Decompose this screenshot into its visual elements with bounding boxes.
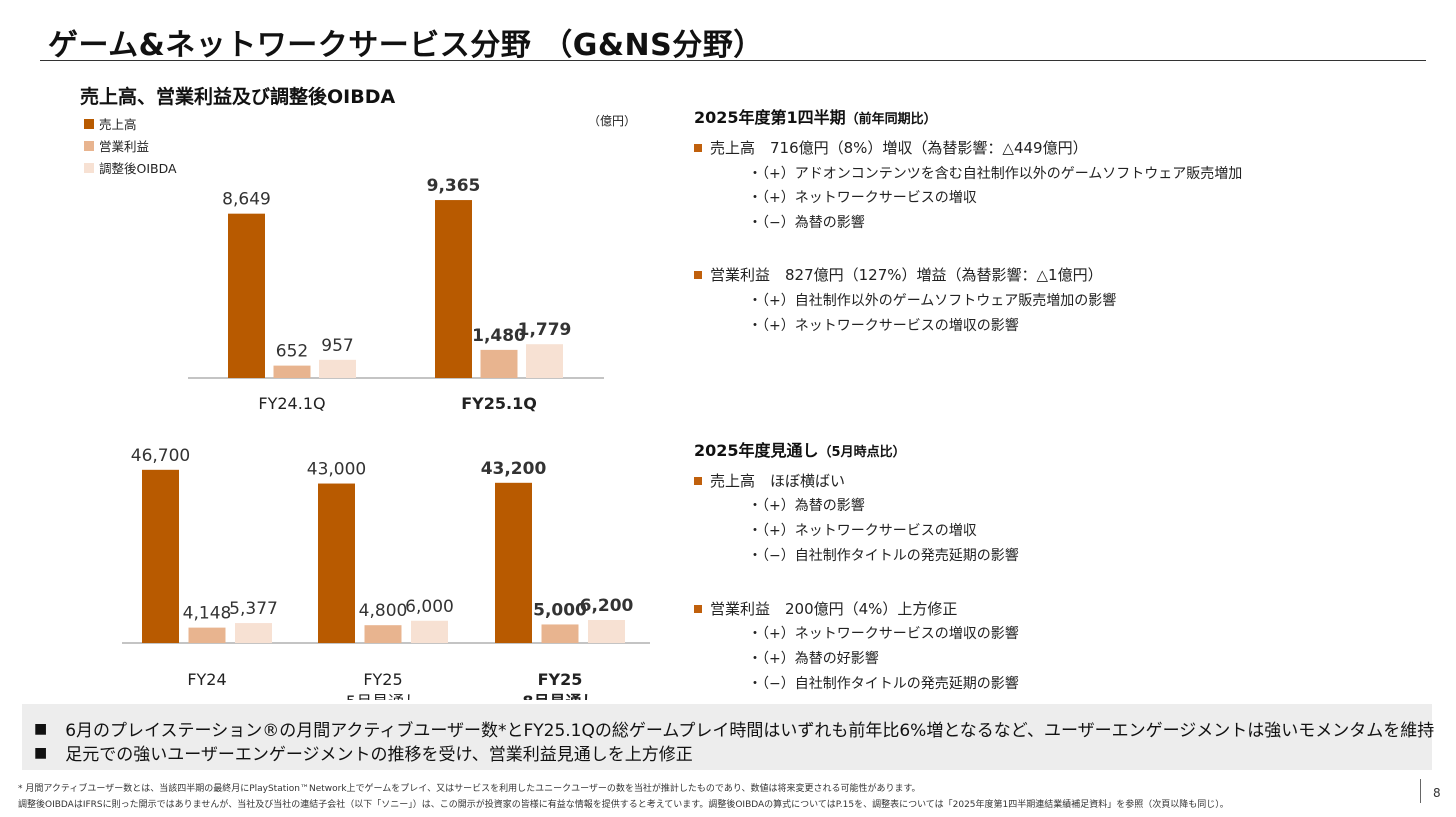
bar-sales	[228, 213, 265, 378]
q1-sales-item: ・（−）為替の影響	[748, 215, 865, 231]
page-title: ゲーム&ネットワークサービス分野 （G&NS分野）	[48, 28, 764, 63]
bar-sales	[435, 200, 472, 378]
bar-sales	[318, 483, 355, 643]
fy-sales-headline-text: 売上高 ほぼ横ばい	[710, 472, 846, 490]
bar-oibda	[588, 620, 625, 643]
fy-sales-item: ・（+）ネットワークサービスの増収	[748, 523, 977, 539]
q1-op-item: ・（+）自社制作以外のゲームソフトウェア販売増加の影響	[748, 293, 1117, 309]
q1-sales-headline: 売上高 716億円（8%）増収（為替影響：△449億円）	[694, 137, 1088, 158]
data-label: 1,480	[472, 326, 526, 346]
summary-text: 足元での強いユーザーエンゲージメントの推移を受け、営業利益見通しを上方修正	[65, 745, 693, 765]
q1-op-headline: 営業利益 827億円（127%）増益（為替影響：△1億円）	[694, 264, 1103, 285]
bar-op-income	[541, 624, 579, 643]
q1-title: 2025年度第1四半期	[694, 108, 846, 127]
bar-op-income	[188, 627, 226, 643]
legend-label-op-income: 営業利益	[99, 139, 150, 154]
bar-oibda	[411, 620, 448, 643]
page-number: 8	[1433, 786, 1441, 800]
legend-item-sales: 売上高	[84, 114, 137, 133]
legend-item-op-income: 営業利益	[84, 136, 149, 155]
legend-label-sales: 売上高	[99, 117, 137, 132]
footnote: * 月間アクティブユーザー数とは、当該四半期の最終月にPlayStation™N…	[18, 784, 921, 794]
fy-section-title: 2025年度見通し（5月時点比）	[694, 437, 906, 461]
category-label: FY25.1Q	[461, 394, 537, 413]
q1-op-item: ・（+）ネットワークサービスの増収の影響	[748, 318, 1019, 334]
bar-oibda	[526, 344, 563, 378]
data-label: 43,000	[307, 460, 366, 480]
category-label: FY25	[538, 670, 583, 689]
bullet-square-icon	[694, 270, 702, 279]
q1-sales-headline-text: 売上高 716億円（8%）増収（為替影響：△449億円）	[710, 139, 1088, 157]
bar-op-income	[273, 365, 311, 378]
fy-title-note: （5月時点比）	[818, 445, 906, 460]
data-label: 652	[276, 342, 308, 362]
legend-swatch-sales	[84, 118, 94, 129]
data-label: 4,800	[359, 601, 408, 621]
data-label: 6,000	[405, 597, 454, 617]
fy-op-headline-text: 営業利益 200億円（4%）上方修正	[710, 600, 958, 618]
fy-op-item: ・（+）ネットワークサービスの増収の影響	[748, 626, 1019, 642]
fy-op-item: ・（−）自社制作タイトルの発売延期の影響	[748, 676, 1019, 692]
data-label: 957	[321, 336, 353, 356]
summary-line: ■ 6月のプレイステーション®の月間アクティブユーザー数*とFY25.1Qの総ゲ…	[34, 716, 1435, 742]
bullet-square-icon	[694, 476, 702, 485]
bar-sales	[495, 482, 532, 643]
summary-text: 6月のプレイステーション®の月間アクティブユーザー数*とFY25.1Qの総ゲーム…	[65, 721, 1435, 741]
fy-title: 2025年度見通し	[694, 441, 819, 460]
q1-op-headline-text: 営業利益 827億円（127%）増益（為替影響：△1億円）	[710, 266, 1103, 284]
chart-heading: 売上高、営業利益及び調整後OIBDA	[80, 86, 396, 108]
q1-sales-item: ・（+）ネットワークサービスの増収	[748, 190, 977, 206]
legend-label-oibda: 調整後OIBDA	[99, 161, 177, 176]
fy-sales-item: ・（−）自社制作タイトルの発売延期の影響	[748, 548, 1019, 564]
fy-sales-headline: 売上高 ほぼ横ばい	[694, 470, 845, 491]
data-label: 4,148	[183, 604, 232, 624]
title-divider	[40, 60, 1426, 61]
bullet-square-icon	[694, 143, 702, 152]
bullet-square-icon	[694, 604, 702, 613]
fy-op-headline: 営業利益 200億円（4%）上方修正	[694, 598, 957, 619]
q1-sales-item: ・（+）アドオンコンテンツを含む自社制作以外のゲームソフトウェア販売増加	[748, 166, 1243, 182]
legend-swatch-op-income	[84, 140, 94, 151]
data-label: 5,377	[229, 599, 278, 619]
page-number-divider	[1420, 779, 1421, 803]
data-label: 8,649	[222, 190, 271, 210]
legend-swatch-oibda	[84, 162, 94, 173]
category-label: 8月見通し	[522, 692, 597, 700]
bar-op-income	[480, 349, 518, 378]
bar-oibda	[319, 359, 356, 378]
data-label: 46,700	[131, 446, 190, 466]
q1-section-title: 2025年度第1四半期（前年同期比）	[694, 104, 937, 128]
bar-oibda	[235, 623, 272, 643]
category-label: FY24.1Q	[258, 394, 325, 413]
legend-item-oibda: 調整後OIBDA	[84, 158, 177, 177]
data-label: 6,200	[580, 596, 634, 616]
data-label: 5,000	[533, 600, 587, 620]
bar-op-income	[364, 625, 402, 643]
summary-line: ■ 足元での強いユーザーエンゲージメントの推移を受け、営業利益見通しを上方修正	[34, 740, 693, 766]
data-label: 43,200	[481, 459, 547, 479]
footnote: 調整後OIBDAはIFRSに則った開示ではありませんが、当社及び当社の連結子会社…	[18, 800, 1229, 810]
summary-marker: ■	[34, 720, 48, 737]
bar-sales	[142, 469, 179, 643]
fy-sales-item: ・（+）為替の影響	[748, 498, 865, 514]
category-label: 5月見通し	[346, 692, 420, 700]
category-label: FY24	[187, 670, 226, 689]
summary-box	[22, 704, 1432, 770]
fy-op-item: ・（+）為替の好影響	[748, 651, 879, 667]
unit-label: （億円）	[588, 114, 637, 128]
category-label: FY25	[363, 670, 402, 689]
data-label: 1,779	[518, 320, 572, 340]
q1-title-note: （前年同期比）	[845, 112, 937, 127]
data-label: 9,365	[427, 176, 481, 196]
summary-marker: ■	[34, 744, 48, 761]
